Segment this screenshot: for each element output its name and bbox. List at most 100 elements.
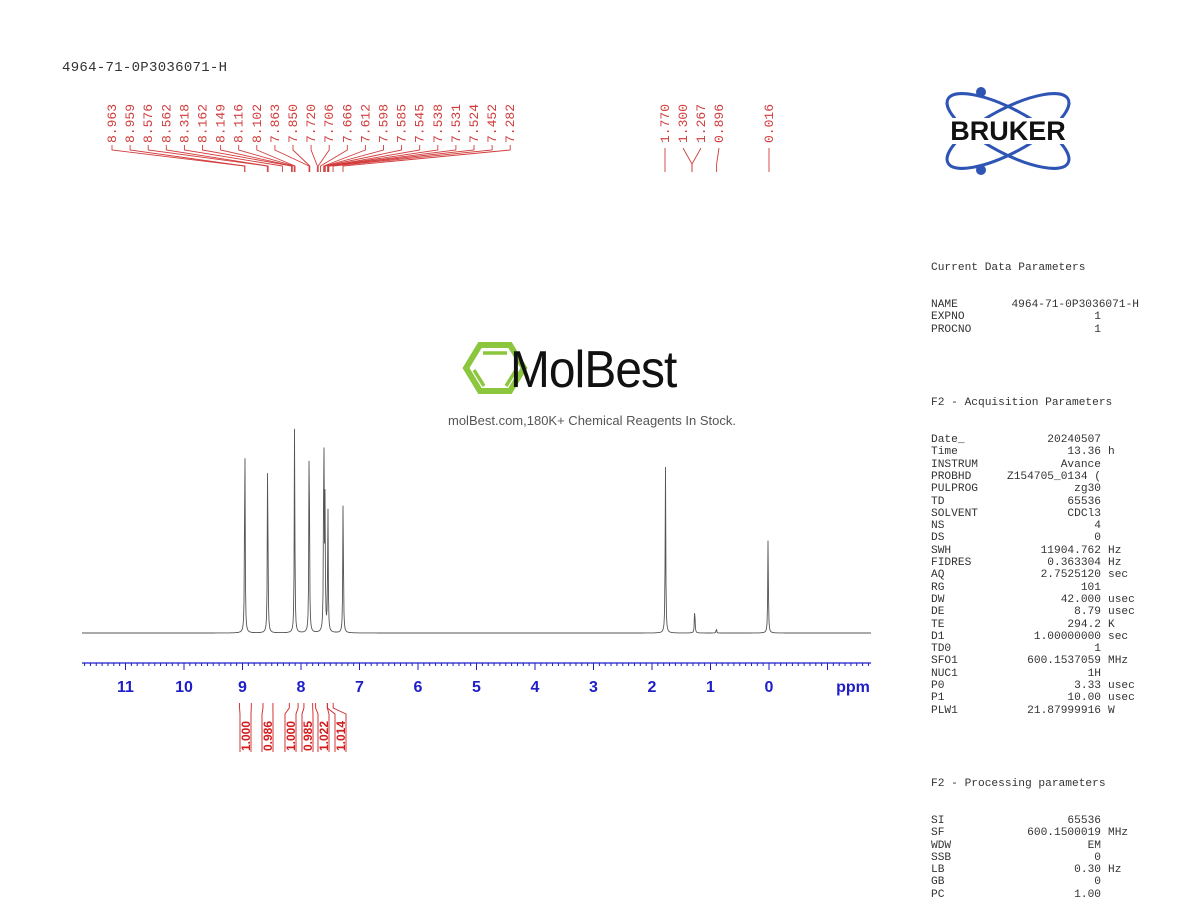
param-unit: h xyxy=(1108,446,1115,459)
peak-label-leader xyxy=(682,147,693,172)
param-row: LB 0.30 Hz xyxy=(931,864,1139,876)
peak-label: 0.016 xyxy=(762,104,777,143)
peak-label: 8.162 xyxy=(196,104,211,143)
param-row: AQ 2.7525120 sec xyxy=(931,569,1139,581)
peak-label: 7.706 xyxy=(322,104,337,143)
param-value: 42.000 xyxy=(1060,593,1101,606)
peak-label: 8.576 xyxy=(141,104,156,143)
param-key: NS xyxy=(931,520,945,533)
peak-label-leader xyxy=(317,145,330,172)
x-tick-label: 1 xyxy=(706,679,715,696)
param-value: 2.7525120 xyxy=(1040,569,1101,582)
section-heading: F2 - Acquisition Parameters xyxy=(931,397,1113,410)
param-row: SFO1 600.1537059 MHz xyxy=(931,655,1139,667)
param-key: FIDRES xyxy=(931,557,972,570)
peak-label: 7.531 xyxy=(449,104,464,143)
x-tick-label: 2 xyxy=(648,679,657,696)
param-key: SOLVENT xyxy=(931,507,978,520)
peak-label-leader xyxy=(202,145,292,172)
peak-label-leader xyxy=(716,147,720,172)
param-key: Time xyxy=(931,446,958,459)
param-value: 0 xyxy=(1094,532,1101,545)
param-key: EXPNO xyxy=(931,311,965,324)
peak-label-leader xyxy=(328,145,475,172)
param-unit: MHz xyxy=(1108,827,1129,840)
integral-bracket xyxy=(261,703,274,752)
param-value: 1.00000000 xyxy=(1033,630,1101,643)
peak-label: 7.452 xyxy=(485,104,500,143)
param-row: PULPROG zg30 xyxy=(931,483,1139,495)
bruker-logo: BRUKER xyxy=(924,87,1092,175)
integral-value: 1.022 xyxy=(317,721,331,751)
param-row: WDW EM xyxy=(931,840,1139,852)
peak-label-leader xyxy=(165,145,269,172)
peak-label: 7.585 xyxy=(395,104,410,143)
x-tick-label: 10 xyxy=(175,679,193,696)
param-key: P1 xyxy=(931,692,945,705)
peak-label-leader xyxy=(147,145,268,172)
param-key: DS xyxy=(931,532,945,545)
x-tick-label: 0 xyxy=(765,679,774,696)
peak-label: 8.116 xyxy=(232,104,247,143)
param-key: GB xyxy=(931,876,945,889)
integral-value: 1.000 xyxy=(239,721,253,751)
param-row: DW 42.000 usec xyxy=(931,594,1139,606)
param-row: NAME 4964-71-0P3036071-H xyxy=(931,299,1139,311)
param-value: 1 xyxy=(1094,643,1101,656)
param-key: P0 xyxy=(931,679,945,692)
param-row: PLW1 21.87999916 W xyxy=(931,705,1139,717)
peak-label: 0.896 xyxy=(712,104,727,143)
peak-label: 7.524 xyxy=(467,104,482,143)
param-key: NAME xyxy=(931,299,958,312)
param-row: GB 0 xyxy=(931,876,1139,888)
param-value: 294.2 xyxy=(1067,618,1101,631)
param-key: TE xyxy=(931,618,945,631)
param-value: 13.36 xyxy=(1067,446,1101,459)
param-row: RG 101 xyxy=(931,582,1139,594)
molbest-tagline: molBest.com,180K+ Chemical Reagents In S… xyxy=(448,413,736,428)
peak-label-leader xyxy=(220,145,293,172)
peak-label-leader xyxy=(310,145,318,172)
peak-label-leader xyxy=(691,147,702,172)
current-data-parameters: Current Data Parameters NAME 4964-71-0P30… xyxy=(931,238,1139,336)
param-row: SOLVENT CDCl3 xyxy=(931,508,1139,520)
param-value: zg30 xyxy=(1074,483,1101,496)
param-row: SWH 11904.762 Hz xyxy=(931,545,1139,557)
param-key: AQ xyxy=(931,569,945,582)
param-key: Date_ xyxy=(931,434,965,447)
param-row: PROCNO 1 xyxy=(931,324,1139,336)
param-key: RG xyxy=(931,581,945,594)
integral-bracket xyxy=(284,703,299,752)
param-unit: K xyxy=(1108,618,1115,631)
param-unit: usec xyxy=(1108,593,1135,606)
param-key: DW xyxy=(931,593,945,606)
peak-label: 7.850 xyxy=(286,104,301,143)
param-value: CDCl3 xyxy=(1067,507,1101,520)
peak-label: 7.598 xyxy=(377,104,392,143)
molbest-hexagon-icon xyxy=(462,342,528,394)
peak-label-leader xyxy=(323,145,366,172)
param-row: P0 3.33 usec xyxy=(931,680,1139,692)
x-tick-label: 5 xyxy=(472,679,481,696)
x-tick-label: 8 xyxy=(297,679,306,696)
param-row: PC 1.00 xyxy=(931,889,1139,901)
param-unit: Hz xyxy=(1108,544,1122,557)
param-row: DS 0 xyxy=(931,532,1139,544)
param-key: TD xyxy=(931,495,945,508)
param-unit: Hz xyxy=(1108,557,1122,570)
param-row: NS 4 xyxy=(931,520,1139,532)
param-key: PLW1 xyxy=(931,704,958,717)
peak-label-leader xyxy=(256,145,296,172)
param-key: TD0 xyxy=(931,643,952,656)
x-tick-label: 11 xyxy=(117,679,134,696)
param-value: 8.79 xyxy=(1074,606,1101,619)
param-row: Time 13.36 h xyxy=(931,446,1139,458)
param-key: PC xyxy=(931,888,945,901)
integral-value: 1.000 xyxy=(284,721,298,751)
processing-parameters: F2 - Processing parameters SI 65536 SF 600.… xyxy=(931,753,1139,901)
param-unit: usec xyxy=(1108,692,1135,705)
peak-label: 8.562 xyxy=(159,104,174,143)
integral-bracket xyxy=(326,703,347,752)
peak-label-leader xyxy=(274,145,310,172)
